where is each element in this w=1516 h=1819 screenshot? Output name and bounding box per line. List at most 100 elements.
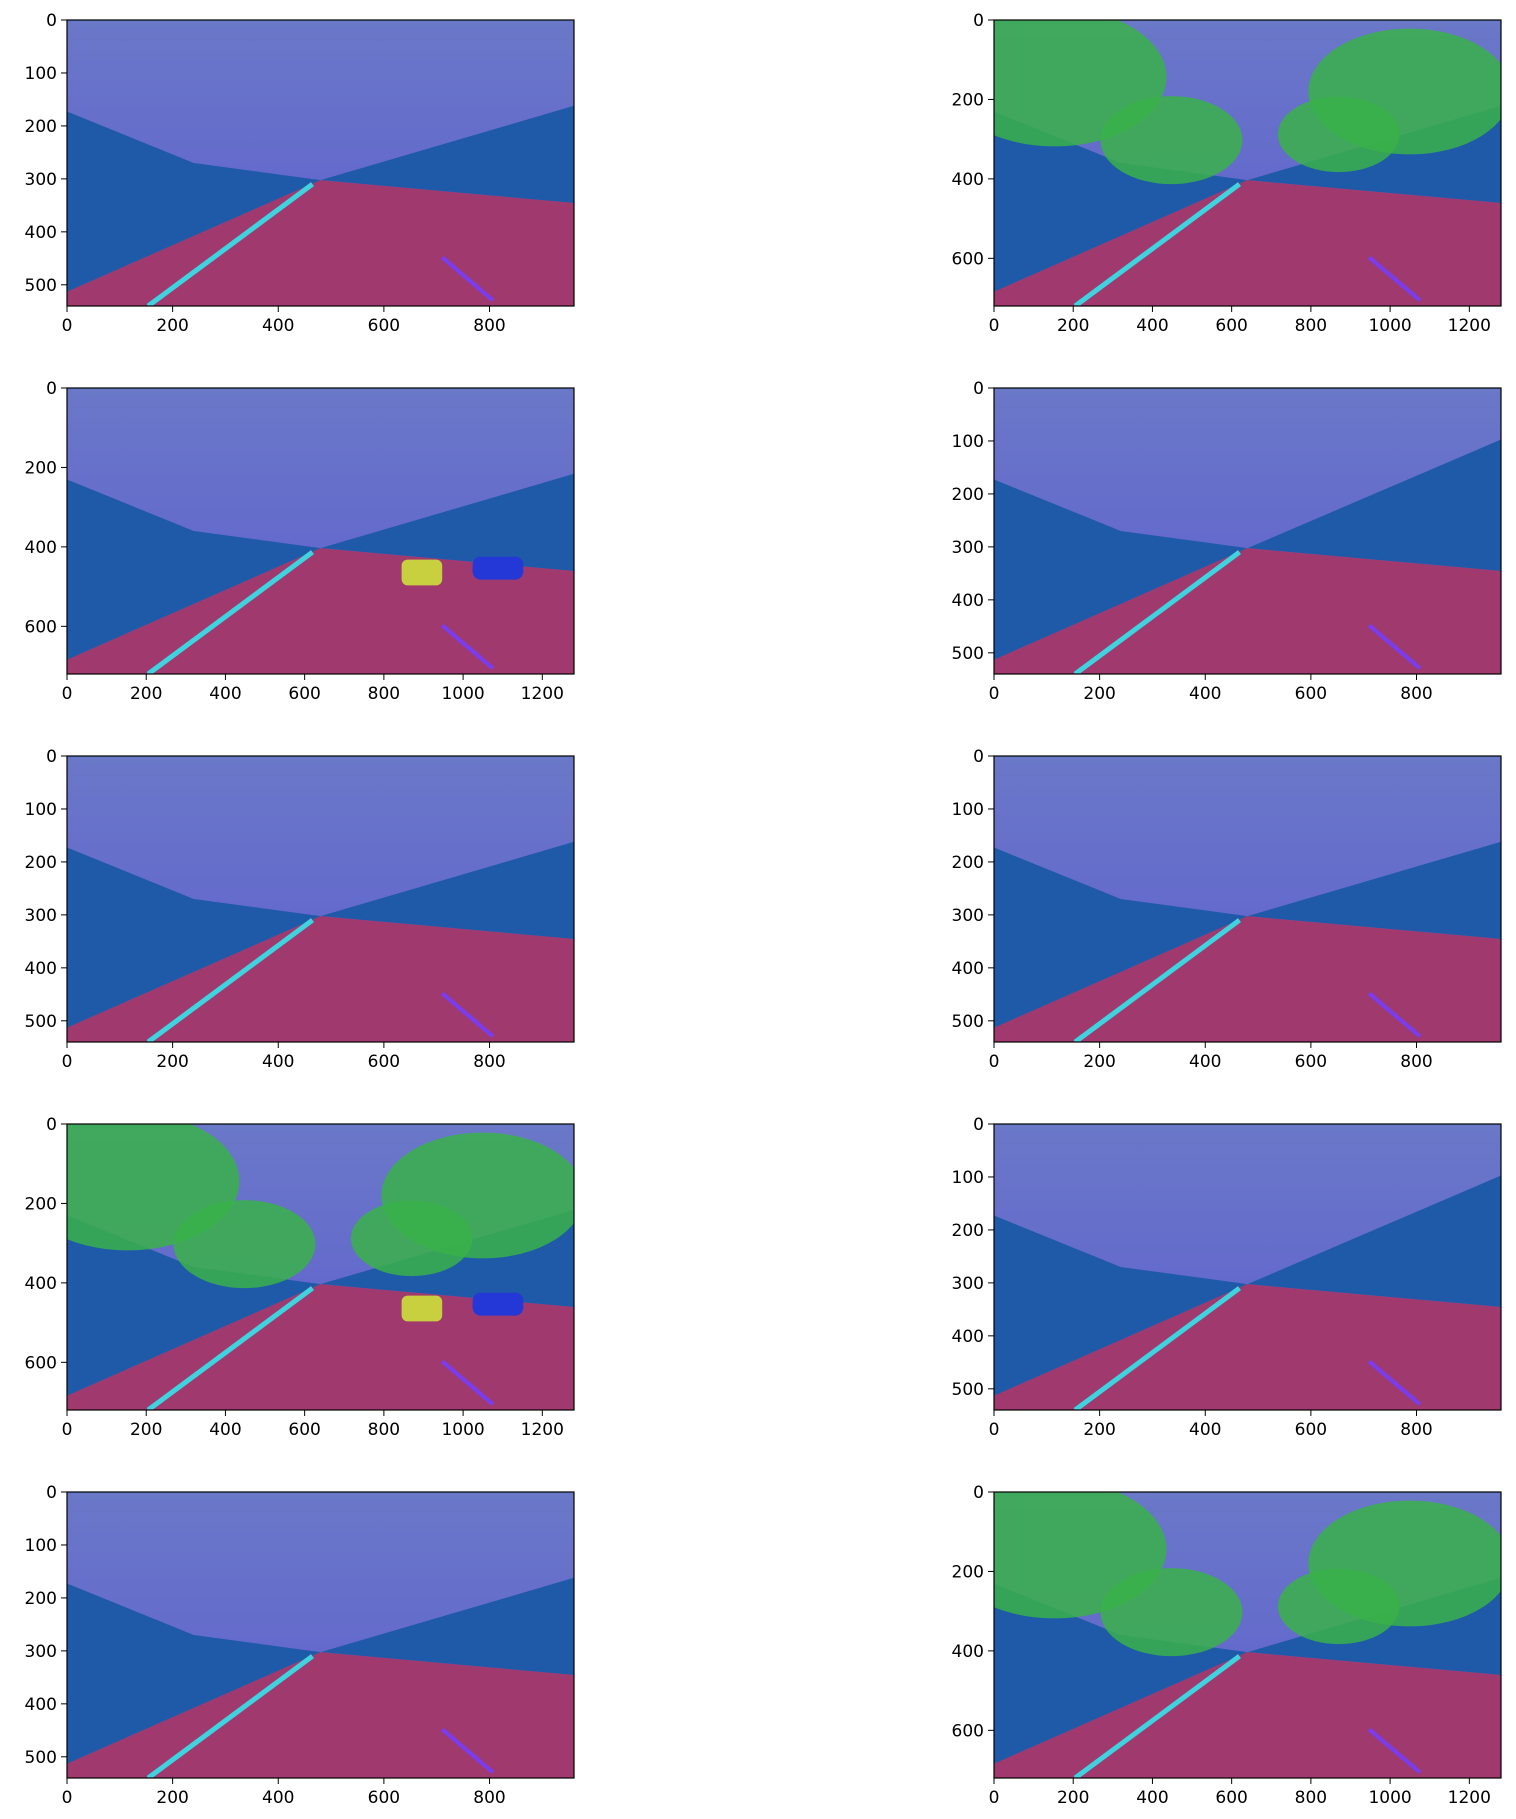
y-tick-label: 400 — [25, 1274, 57, 1294]
y-tick-label: 400 — [952, 591, 984, 611]
x-tick-label: 200 — [1083, 1052, 1115, 1072]
y-tick-label: 400 — [25, 959, 57, 979]
x-tick-label: 600 — [1295, 1420, 1327, 1440]
y-tick-label: 200 — [25, 458, 57, 478]
x-tick-label: 800 — [368, 684, 400, 704]
x-tick-label: 800 — [368, 1420, 400, 1440]
y-tick-label: 200 — [25, 117, 57, 137]
road-scene-image — [67, 1492, 574, 1778]
x-tick-label: 1000 — [441, 1420, 484, 1440]
y-tick-label: 0 — [46, 379, 57, 399]
x-tick-label: 0 — [62, 316, 73, 336]
y-tick-label: 0 — [46, 1115, 57, 1135]
x-tick-label: 0 — [989, 684, 1000, 704]
y-tick-label: 500 — [25, 1012, 57, 1032]
x-tick-label: 0 — [62, 1420, 73, 1440]
y-tick-label: 400 — [952, 1642, 984, 1662]
x-tick-label: 200 — [1057, 1788, 1089, 1808]
x-tick-label: 600 — [288, 1420, 320, 1440]
x-tick-label: 1200 — [521, 1420, 564, 1440]
y-tick-label: 0 — [46, 747, 57, 767]
y-tick-label: 200 — [952, 90, 984, 110]
x-tick-label: 1200 — [1448, 1788, 1491, 1808]
x-tick-label: 800 — [473, 316, 505, 336]
image-panel-9: 0 200 400 600 800 0 100 200 300 400 500 — [25, 1483, 575, 1808]
x-tick-label: 200 — [156, 316, 188, 336]
x-tick-label: 0 — [62, 684, 73, 704]
y-tick-label: 300 — [25, 170, 57, 190]
y-tick-label: 200 — [25, 1194, 57, 1214]
y-tick-label: 500 — [25, 1748, 57, 1768]
road-scene-image — [994, 1124, 1501, 1410]
y-tick-label: 0 — [46, 11, 57, 31]
x-tick-label: 200 — [156, 1788, 188, 1808]
x-tick-label: 400 — [1189, 684, 1221, 704]
y-tick-label: 0 — [46, 1483, 57, 1503]
x-tick-label: 600 — [368, 1052, 400, 1072]
road-scene-image — [67, 388, 574, 674]
image-panel-2: 0 200 400 600 800 1000 1200 0 200 400 600 — [952, 11, 1502, 336]
x-tick-label: 1200 — [1448, 316, 1491, 336]
x-tick-label: 1000 — [441, 684, 484, 704]
y-tick-label: 400 — [25, 538, 57, 558]
x-tick-label: 400 — [262, 1052, 294, 1072]
y-tick-label: 200 — [952, 1221, 984, 1241]
x-tick-label: 400 — [1189, 1052, 1221, 1072]
x-tick-label: 0 — [989, 316, 1000, 336]
y-tick-label: 500 — [25, 276, 57, 296]
x-tick-label: 200 — [1083, 1420, 1115, 1440]
y-tick-label: 100 — [25, 800, 57, 820]
y-tick-label: 300 — [952, 906, 984, 926]
axes-frame — [993, 755, 1502, 1043]
y-tick-label: 500 — [952, 644, 984, 664]
road-scene-image — [994, 756, 1501, 1042]
y-tick-label: 600 — [952, 249, 984, 269]
y-tick-label: 400 — [952, 959, 984, 979]
road-scene-image — [67, 756, 574, 1042]
x-tick-label: 600 — [288, 684, 320, 704]
y-tick-label: 400 — [952, 1327, 984, 1347]
y-tick-label: 0 — [973, 1115, 984, 1135]
x-tick-label: 400 — [1136, 1788, 1168, 1808]
y-tick-label: 500 — [952, 1012, 984, 1032]
x-tick-label: 600 — [1215, 316, 1247, 336]
y-tick-label: 100 — [952, 1168, 984, 1188]
x-tick-label: 800 — [1400, 1420, 1432, 1440]
x-tick-label: 0 — [62, 1788, 73, 1808]
x-tick-label: 200 — [130, 1420, 162, 1440]
x-tick-label: 400 — [262, 1788, 294, 1808]
axes-frame — [993, 1123, 1502, 1411]
axes-frame — [993, 387, 1502, 675]
y-tick-label: 0 — [973, 11, 984, 31]
x-tick-label: 200 — [1057, 316, 1089, 336]
x-tick-label: 400 — [1189, 1420, 1221, 1440]
x-tick-label: 400 — [209, 1420, 241, 1440]
y-tick-label: 600 — [25, 1353, 57, 1373]
x-tick-label: 1000 — [1368, 1788, 1411, 1808]
y-tick-label: 0 — [973, 379, 984, 399]
x-tick-label: 600 — [1215, 1788, 1247, 1808]
road-scene-image — [994, 20, 1501, 306]
image-panel-5: 0 200 400 600 800 0 100 200 300 400 500 — [25, 747, 575, 1072]
x-tick-label: 0 — [989, 1052, 1000, 1072]
x-tick-label: 600 — [1295, 684, 1327, 704]
y-tick-label: 0 — [973, 747, 984, 767]
x-tick-label: 200 — [130, 684, 162, 704]
y-tick-label: 400 — [952, 170, 984, 190]
road-scene-image — [67, 20, 574, 306]
x-tick-label: 800 — [473, 1052, 505, 1072]
x-tick-label: 800 — [1295, 1788, 1327, 1808]
x-tick-label: 1000 — [1368, 316, 1411, 336]
y-tick-label: 400 — [25, 223, 57, 243]
y-tick-label: 200 — [25, 1589, 57, 1609]
x-tick-label: 0 — [989, 1788, 1000, 1808]
x-tick-label: 400 — [209, 684, 241, 704]
y-tick-label: 600 — [952, 1721, 984, 1741]
axes-frame — [993, 1491, 1502, 1779]
y-tick-label: 200 — [952, 853, 984, 873]
x-tick-label: 400 — [262, 316, 294, 336]
x-tick-label: 800 — [1400, 1052, 1432, 1072]
axes-frame — [66, 1491, 575, 1779]
x-tick-label: 1200 — [521, 684, 564, 704]
